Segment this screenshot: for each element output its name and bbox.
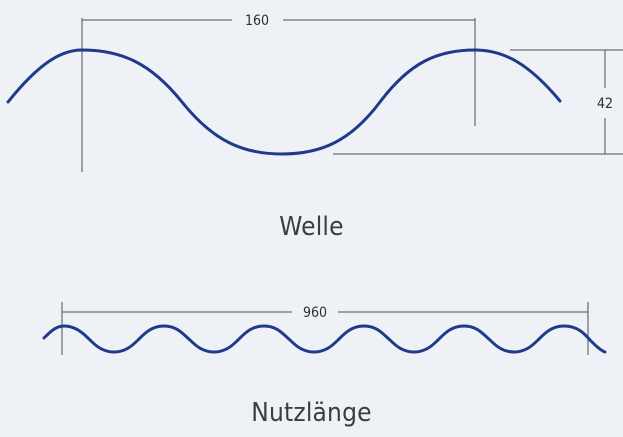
profile-wave-curve xyxy=(42,324,607,354)
single-wave-curve xyxy=(6,48,562,156)
single-wave-width-label: 160 xyxy=(245,13,269,29)
profile-width-label: 960 xyxy=(303,305,327,321)
usable-length-caption: Nutzlänge xyxy=(251,398,372,428)
single-wave-height-label: 42 xyxy=(597,96,613,112)
single-wave-caption: Welle xyxy=(279,212,344,242)
